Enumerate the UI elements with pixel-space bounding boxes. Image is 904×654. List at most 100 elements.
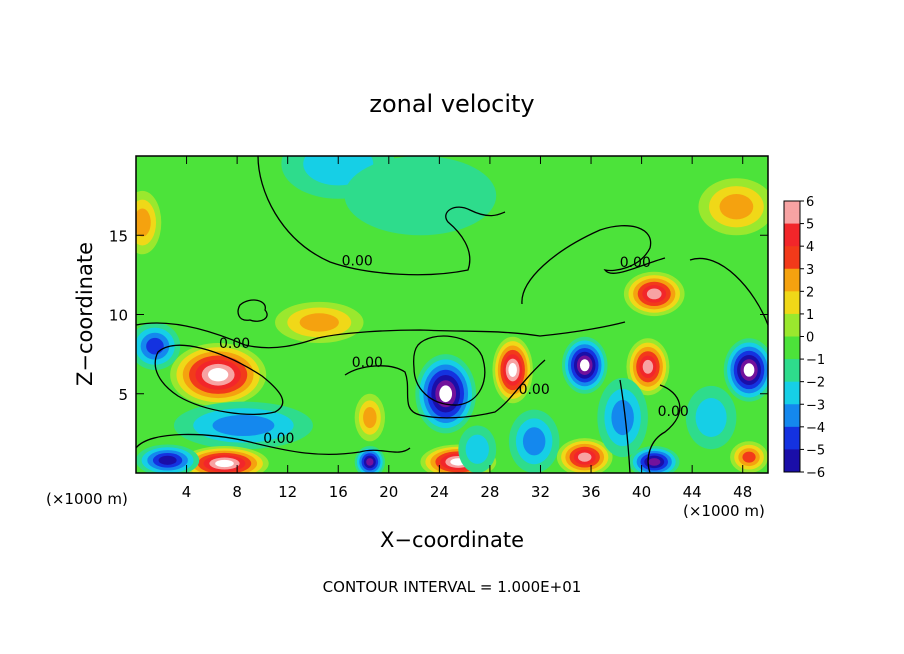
contour-line-lower-right: [619, 379, 631, 474]
x-tick-label: 4: [182, 483, 192, 501]
x-tick-label: 12: [278, 483, 297, 501]
colorbar-swatch: [784, 381, 800, 394]
x-unit-right: (×1000 m): [683, 502, 765, 520]
colorbar-swatch: [784, 234, 800, 247]
colorbar: 6 5 4 3 2 1 0 −1 −2 −3 −4 −5 −6: [783, 195, 825, 481]
heatmap-blob: [561, 336, 608, 394]
heatmap-blob: [173, 401, 313, 450]
x-tick-label: 16: [329, 483, 348, 501]
colorbar-swatch: [784, 268, 800, 281]
colorbar-label: 3: [806, 263, 814, 278]
x-tick-label: 32: [531, 483, 550, 501]
contour-label: 0.00: [519, 382, 550, 398]
colorbar-swatch: [784, 359, 800, 371]
heatmap-blob: [180, 446, 269, 473]
colorbar-swatch: [784, 460, 800, 473]
x-unit-left: (×1000 m): [46, 490, 128, 508]
heatmap-blob: [170, 343, 267, 407]
contour-line-lower-left: [135, 433, 411, 456]
contour-label: 0.00: [620, 255, 651, 271]
colorbar-label: 4: [806, 240, 814, 255]
contour-loop-center-blob: [412, 335, 486, 406]
colorbar-swatch: [784, 392, 800, 405]
colorbar-label: 5: [806, 218, 814, 233]
contour-interval-note: CONTOUR INTERVAL = 1.000E+01: [323, 578, 582, 596]
colorbar-label: −6: [806, 466, 825, 481]
colorbar-swatch: [784, 280, 800, 292]
heatmap-blob: [556, 438, 613, 473]
heatmap-blob: [415, 354, 477, 434]
heatmap-plot: 0.00 0.00 0.00 0.00 0.00 0.00 0.00: [135, 155, 769, 474]
chart-title: zonal velocity: [369, 90, 534, 118]
colorbar-label: 1: [806, 308, 814, 323]
contour-loop-left-island: [237, 299, 268, 322]
contour-loop-left-blob: [154, 344, 284, 415]
x-tick-label: 48: [733, 483, 752, 501]
colorbar-swatch: [784, 370, 800, 383]
colorbar-swatch: [784, 212, 800, 225]
colorbar-label: −2: [806, 376, 825, 391]
x-tick-label: 36: [581, 483, 600, 501]
colorbar-swatch: [784, 438, 800, 450]
y-tick-label: 5: [118, 386, 128, 404]
colorbar-swatch: [784, 201, 800, 213]
heatmap-blob: [354, 446, 386, 473]
colorbar-label: −3: [806, 398, 825, 413]
x-tick-label: 44: [683, 483, 702, 501]
heatmap-blob: [344, 156, 497, 236]
x-tick-label: 20: [379, 483, 398, 501]
colorbar-swatch: [784, 347, 800, 360]
colorbar-swatch: [784, 257, 800, 270]
colorbar-swatch: [784, 325, 800, 337]
colorbar-label: −1: [806, 353, 825, 368]
contour-label: 0.00: [352, 355, 383, 371]
x-tick-label: 40: [632, 483, 651, 501]
contour-line-right-small: [647, 384, 681, 474]
y-axis: 5 10 15: [109, 227, 768, 404]
x-tick-label: 24: [430, 483, 449, 501]
contour-label: 0.00: [219, 336, 250, 352]
colorbar-swatch: [784, 426, 800, 439]
heatmap-blob: [597, 377, 648, 458]
heatmap-blob: [685, 385, 737, 450]
colorbar-label: 6: [806, 195, 814, 210]
heatmap-blob: [623, 271, 685, 317]
colorbar-swatch: [784, 336, 800, 349]
heatmap-blob: [136, 322, 181, 370]
heatmap-blob: [626, 338, 670, 396]
y-tick-label: 15: [109, 227, 128, 245]
heatmap-blob: [508, 409, 560, 473]
heatmap-blob: [275, 301, 364, 344]
contour-label: 0.00: [342, 253, 373, 269]
colorbar-swatch: [784, 313, 800, 326]
y-axis-label: Z−coordinate: [73, 242, 97, 386]
heatmap-blob: [730, 441, 768, 473]
heatmap-blob: [354, 393, 386, 442]
colorbar-swatch: [784, 291, 800, 304]
colorbar-label: −4: [806, 421, 825, 436]
colorbar-swatch: [784, 415, 800, 428]
x-axis-label: X−coordinate: [380, 528, 524, 552]
heatmap-blob: [136, 444, 200, 473]
colorbar-swatch: [784, 302, 800, 315]
x-axis: 4 8 12 16 20 24 28 32 36 40 44 48: [182, 156, 752, 501]
colorbar-label: 2: [806, 285, 814, 300]
x-tick-label: 28: [480, 483, 499, 501]
heatmap-blob: [698, 178, 768, 236]
heatmap-blob: [136, 190, 162, 255]
contour-line-mid-band: [135, 321, 626, 349]
contour-line-lower-center: [344, 359, 546, 419]
colorbar-swatch: [784, 246, 800, 258]
colorbar-swatch: [784, 404, 800, 417]
contour-line-upper-right: [521, 225, 666, 305]
contour-line-right-loop: [689, 257, 769, 326]
colorbar-label: 0: [806, 331, 814, 346]
contour-line-upper-left: [257, 155, 506, 276]
heatmap-blob: [458, 425, 497, 473]
contour-label: 0.00: [263, 431, 294, 447]
colorbar-label: −5: [806, 443, 825, 458]
contour-label: 0.00: [658, 404, 689, 420]
colorbar-swatch: [784, 449, 800, 462]
heatmap-blob: [723, 338, 768, 402]
